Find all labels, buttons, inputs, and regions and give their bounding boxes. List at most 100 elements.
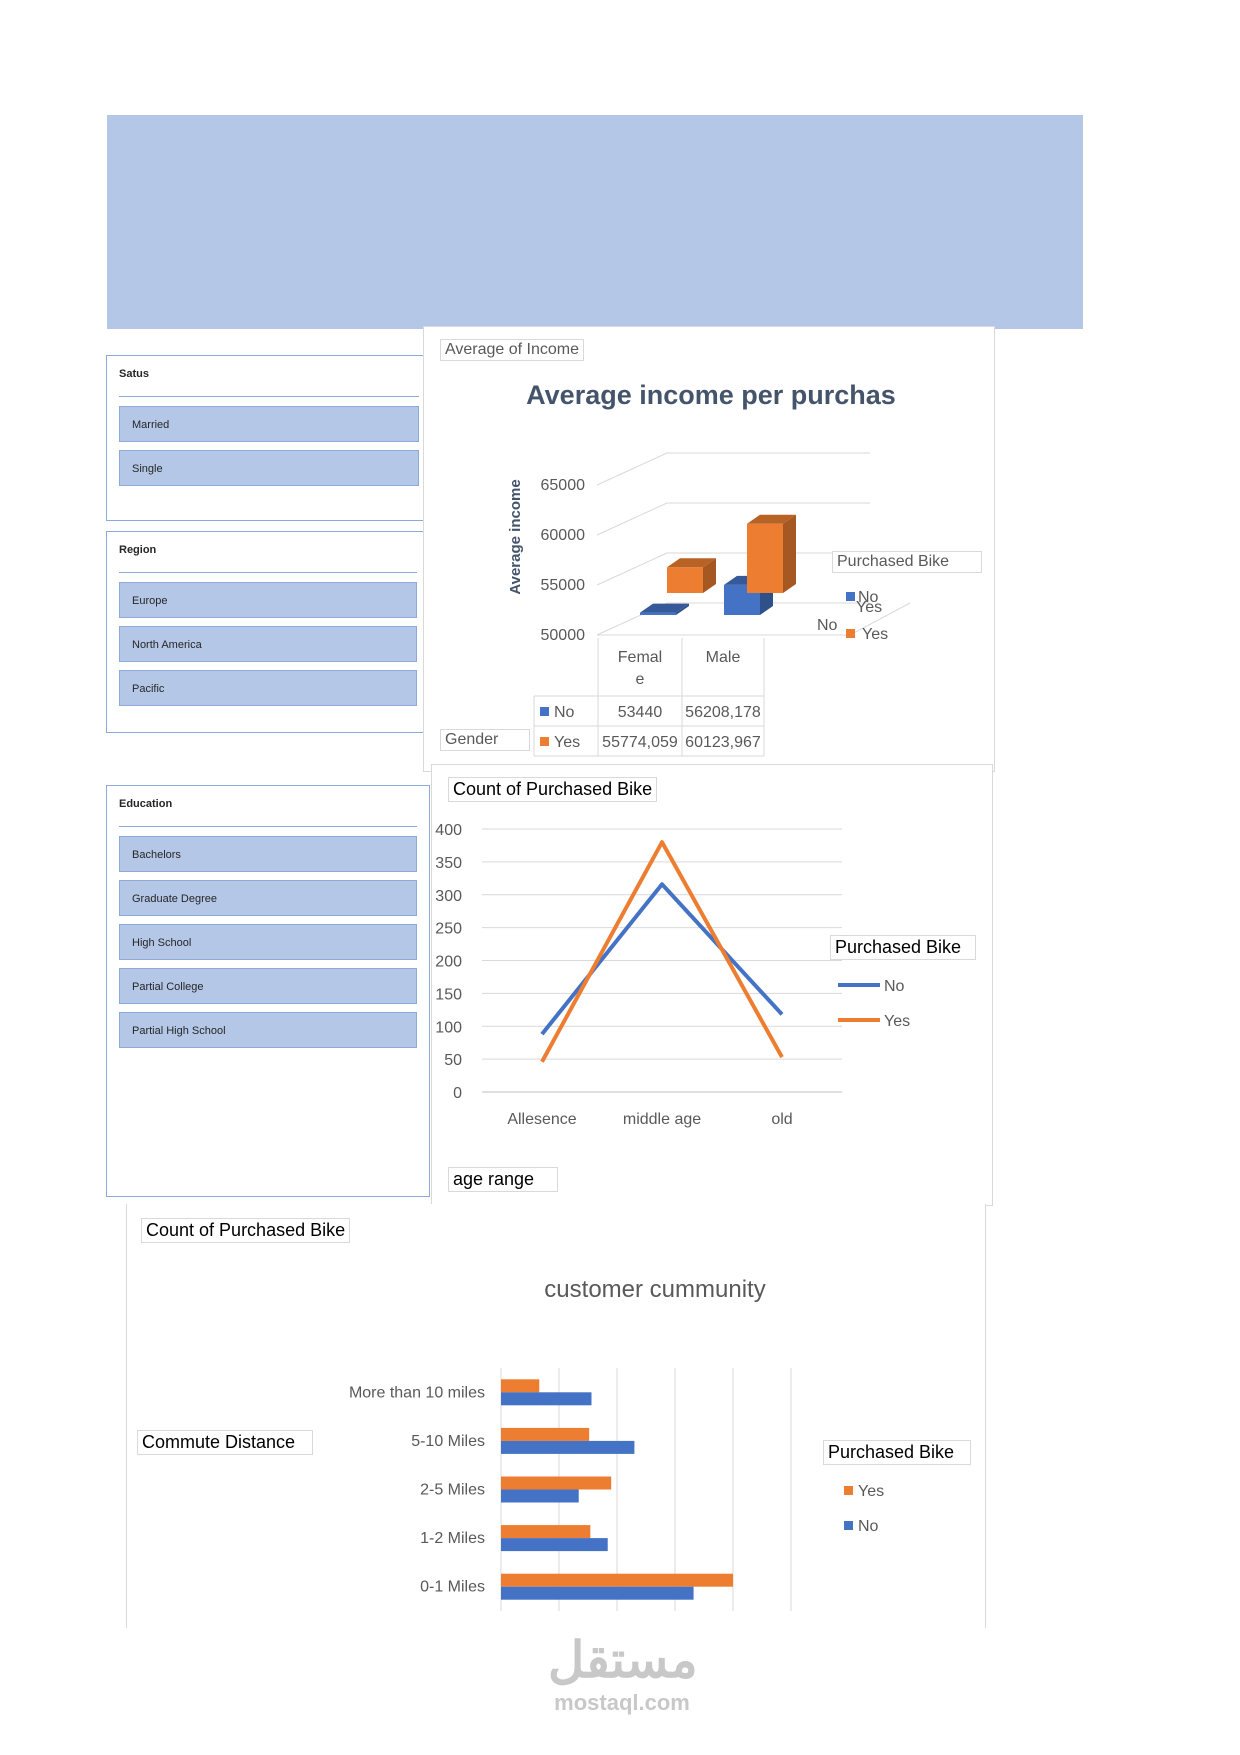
x-tick-label: old bbox=[771, 1111, 792, 1128]
legend-label-yes: Yes bbox=[862, 626, 888, 643]
x-category-label: Femal bbox=[618, 649, 662, 666]
chart-title: customer cummunity bbox=[544, 1276, 765, 1303]
legend-label-yes: Yes bbox=[858, 1483, 884, 1500]
table-series-label: No bbox=[554, 704, 575, 721]
y-tick-label: 50 bbox=[444, 1052, 462, 1069]
slicer-item-married[interactable]: Married bbox=[119, 406, 419, 442]
legend-label-no: No bbox=[858, 589, 879, 606]
series-line-no bbox=[540, 882, 784, 1036]
commute-chart-panel: customer cummunity 0 50 100 150 200 250 0-1 Mil… bbox=[126, 1204, 986, 1628]
bar-no-front bbox=[640, 612, 676, 615]
field-button-count-purchased-bike[interactable]: Count of Purchased Bike bbox=[141, 1218, 351, 1243]
y-tick-label: 350 bbox=[435, 855, 462, 872]
table-legend-key bbox=[540, 707, 549, 716]
table-series-label: Yes bbox=[554, 734, 580, 751]
slicer-divider bbox=[119, 396, 419, 397]
bar-no bbox=[501, 1440, 635, 1454]
bar-no bbox=[501, 1586, 694, 1600]
field-button-age-range[interactable]: age range bbox=[448, 1167, 558, 1192]
commute-bar-chart: customer cummunity 0 50 100 150 200 250 0-1 Mil… bbox=[349, 1276, 884, 1628]
field-button-commute-distance[interactable]: Commute Distance bbox=[137, 1430, 313, 1455]
status-slicer: Satus Married Single bbox=[106, 355, 432, 521]
field-button-average-income[interactable]: Average of Income bbox=[440, 339, 585, 361]
bar-no-top bbox=[640, 603, 689, 613]
y-category-label: 2-5 Miles bbox=[420, 1482, 485, 1499]
y-tick-label: 100 bbox=[435, 1019, 462, 1036]
slicer-item-partial-college[interactable]: Partial College bbox=[119, 968, 417, 1004]
slicer-divider bbox=[119, 826, 417, 827]
x-tick-label: middle age bbox=[623, 1111, 701, 1128]
x-tick-label: 150 bbox=[662, 1627, 689, 1628]
legend-key-yes bbox=[844, 1486, 853, 1495]
slicer-item-high-school[interactable]: High School bbox=[119, 924, 417, 960]
x-tick-label: 100 bbox=[604, 1627, 631, 1628]
data-table-value: 55774,059 bbox=[602, 734, 678, 751]
bar-yes-side bbox=[703, 558, 716, 593]
chart-title: Average income per purchas bbox=[526, 380, 896, 410]
age-chart-panel: 400 350 300 250 200 150 100 50 0 Allesence middle … bbox=[431, 764, 993, 1206]
grid-line bbox=[596, 502, 668, 536]
legend-key-yes bbox=[846, 629, 855, 638]
y-tick-label: 60000 bbox=[541, 527, 586, 544]
bar-no bbox=[501, 1392, 592, 1406]
slicer-item-pacific[interactable]: Pacific bbox=[119, 670, 417, 706]
grid-line bbox=[596, 452, 668, 486]
legend-label-no: No bbox=[858, 1518, 879, 1535]
slicer-item-north-america[interactable]: North America bbox=[119, 626, 417, 662]
status-slicer-title: Satus bbox=[119, 368, 149, 380]
x-category-label: Male bbox=[706, 649, 741, 666]
slicer-divider bbox=[119, 572, 417, 573]
bar-yes-front bbox=[667, 567, 703, 593]
legend-title-purchased-bike[interactable]: Purchased Bike bbox=[823, 1440, 971, 1465]
grid-line bbox=[596, 552, 668, 586]
y-tick-label: 65000 bbox=[541, 477, 586, 494]
y-category-label: 0-1 Miles bbox=[420, 1579, 485, 1596]
slicer-item-single[interactable]: Single bbox=[119, 450, 419, 486]
bar-no bbox=[501, 1538, 608, 1552]
legend-title-purchased-bike[interactable]: Purchased Bike bbox=[830, 935, 976, 960]
bar-no-side bbox=[676, 603, 689, 615]
y-tick-label: 55000 bbox=[541, 577, 586, 594]
region-slicer-title: Region bbox=[119, 544, 157, 556]
y-tick-label: 50000 bbox=[541, 627, 586, 644]
slicer-item-bachelors[interactable]: Bachelors bbox=[119, 836, 417, 872]
slicer-item-partial-high-school[interactable]: Partial High School bbox=[119, 1012, 417, 1048]
y-tick-label: 150 bbox=[435, 986, 462, 1003]
income-3d-column-chart: Average income per purchas Average income… bbox=[507, 380, 911, 757]
watermark-url: mostaql.com bbox=[554, 1690, 690, 1715]
y-tick-label: 300 bbox=[435, 888, 462, 905]
legend-title-purchased-bike[interactable]: Purchased Bike bbox=[832, 551, 982, 573]
x-category-label: e bbox=[636, 671, 645, 688]
education-slicer-title: Education bbox=[119, 798, 173, 810]
y-tick-label: 400 bbox=[435, 822, 462, 839]
slicer-item-europe[interactable]: Europe bbox=[119, 582, 417, 618]
bar-yes bbox=[501, 1476, 612, 1490]
y-tick-label: 200 bbox=[435, 954, 462, 971]
header-banner bbox=[107, 115, 1083, 329]
bar-yes-front bbox=[747, 523, 783, 593]
bar-no bbox=[501, 1489, 579, 1503]
bar-yes bbox=[501, 1525, 591, 1539]
x-tick-label: Allesence bbox=[507, 1111, 576, 1128]
bar-yes bbox=[501, 1573, 733, 1587]
bar-yes bbox=[501, 1427, 590, 1441]
legend-stray-label: No bbox=[817, 617, 838, 634]
legend-label-overlap: Yes bbox=[856, 599, 882, 616]
education-slicer: Education Bachelors Graduate Degree High… bbox=[106, 785, 430, 1197]
x-tick-label: 0 bbox=[497, 1627, 506, 1628]
income-chart-panel: Average income per purchas Average income… bbox=[423, 326, 995, 772]
bar-yes-side bbox=[783, 514, 796, 593]
y-category-label: 5-10 Miles bbox=[411, 1433, 485, 1450]
y-axis-title: Average income bbox=[507, 479, 524, 594]
x-tick-label: 50 bbox=[550, 1627, 568, 1628]
legend-key-no bbox=[844, 1521, 853, 1530]
y-category-label: More than 10 miles bbox=[349, 1384, 485, 1401]
x-tick-label: 250 bbox=[778, 1627, 805, 1628]
field-button-gender[interactable]: Gender bbox=[440, 729, 530, 751]
y-category-label: 1-2 Miles bbox=[420, 1530, 485, 1547]
legend-label-yes: Yes bbox=[884, 1013, 910, 1030]
slicer-item-graduate-degree[interactable]: Graduate Degree bbox=[119, 880, 417, 916]
field-button-count-purchased-bike[interactable]: Count of Purchased Bike bbox=[448, 777, 658, 802]
bar-yes bbox=[501, 1379, 540, 1393]
region-slicer: Region Europe North America Pacific bbox=[106, 531, 430, 733]
